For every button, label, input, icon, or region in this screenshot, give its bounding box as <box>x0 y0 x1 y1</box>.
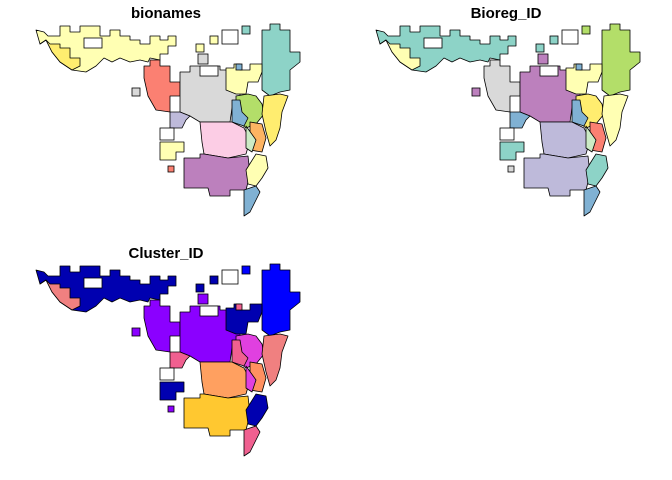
region-south-east <box>585 153 609 187</box>
map-cell <box>241 265 251 275</box>
region-south-east <box>245 153 269 187</box>
map-gap <box>221 269 239 285</box>
region-congo-basin <box>539 121 591 159</box>
map-cell <box>167 165 175 173</box>
map-cell <box>537 53 549 65</box>
region-east-coast <box>261 333 289 387</box>
region-southern-africa <box>183 393 251 437</box>
region-south-tip <box>243 425 261 457</box>
region-lake-victoria <box>245 125 257 153</box>
region-congo-basin <box>199 361 251 399</box>
region-east-sahel <box>565 63 603 95</box>
region-horn <box>261 263 301 337</box>
map-cell <box>197 53 209 65</box>
region-congo-basin <box>199 121 251 159</box>
region-west-island <box>159 141 185 161</box>
map-gap <box>199 65 219 77</box>
map-cell <box>575 63 583 71</box>
map-cell <box>209 275 219 285</box>
region-gulf-of-guinea <box>483 59 521 113</box>
region-east-coast <box>601 93 629 147</box>
region-west-coast <box>379 39 421 71</box>
panel-title-bionames: bionames <box>131 5 201 22</box>
map-gap <box>423 37 443 49</box>
region-congo-west <box>169 111 191 129</box>
map-cell <box>167 405 175 413</box>
map-gap <box>561 29 579 45</box>
map-cell <box>195 283 205 293</box>
map-panel-bionames <box>35 23 301 217</box>
map-gap <box>159 127 175 141</box>
region-southern-africa <box>183 153 251 197</box>
region-east-sahel <box>225 63 263 95</box>
map-gap <box>539 65 559 77</box>
map-cell <box>581 25 591 35</box>
map-cell <box>471 87 481 97</box>
map-cell <box>195 43 205 53</box>
map-gap <box>83 37 103 49</box>
map-gap <box>199 305 219 317</box>
map-cell <box>549 35 559 45</box>
region-congo-west <box>169 351 191 369</box>
region-east-coast <box>261 93 289 147</box>
region-horn <box>261 23 301 97</box>
region-congo-west <box>509 111 531 129</box>
map-gap <box>499 127 515 141</box>
region-south-tip <box>583 185 601 217</box>
region-gulf-of-guinea <box>143 59 181 113</box>
map-cell <box>235 63 243 71</box>
panel-title-cluster-id: Cluster_ID <box>128 245 203 262</box>
region-south-tip <box>243 185 261 217</box>
map-panel-bioreg-id <box>375 23 641 217</box>
region-west-island <box>159 381 185 401</box>
region-south-east <box>245 393 269 427</box>
region-horn <box>601 23 641 97</box>
map-cell <box>235 303 243 311</box>
region-southern-africa <box>523 153 591 197</box>
region-west-island <box>499 141 525 161</box>
map-cell <box>507 165 515 173</box>
map-gap <box>221 29 239 45</box>
region-lake-victoria <box>585 125 597 153</box>
region-west-coast <box>39 279 81 311</box>
map-cell <box>131 87 141 97</box>
map-cell <box>535 43 545 53</box>
map-cell <box>209 35 219 45</box>
region-gulf-of-guinea <box>143 299 181 353</box>
region-east-sahel <box>225 303 263 335</box>
map-cell <box>197 293 209 305</box>
panel-title-bioreg-id: Bioreg_ID <box>471 5 542 22</box>
map-panel-cluster-id <box>35 263 301 457</box>
map-gap <box>159 367 175 381</box>
region-west-coast <box>39 39 81 71</box>
map-cell <box>131 327 141 337</box>
map-cell <box>241 25 251 35</box>
region-lake-victoria <box>245 365 257 393</box>
map-gap <box>83 277 103 289</box>
